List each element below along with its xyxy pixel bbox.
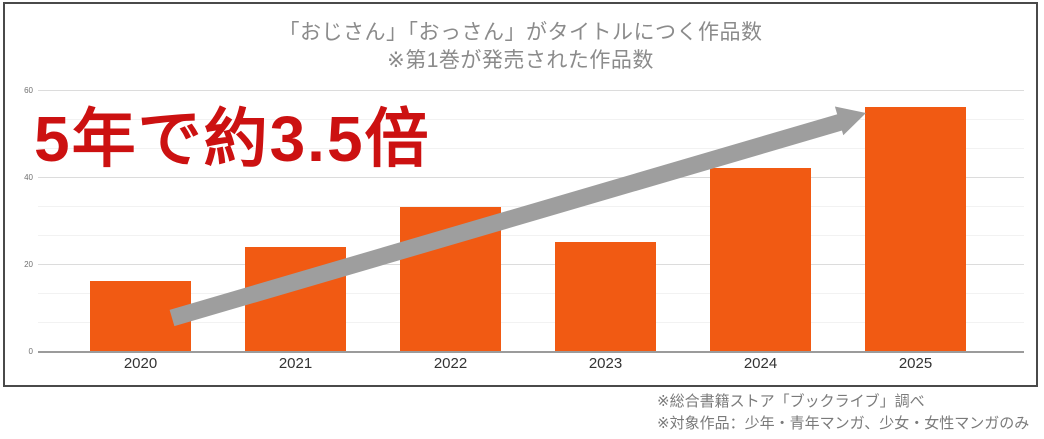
x-axis-label-2025: 2025 [898,355,933,372]
x-axis-line [38,351,1024,353]
growth-annotation: 5年で約3.5倍 [34,103,431,175]
bar-2025 [865,107,966,351]
x-axis-label-2021: 2021 [278,355,313,372]
y-tick-label: 40 [24,173,33,182]
source-note-line2: ※対象作品：少年・青年マンガ、少女・女性マンガのみ [657,415,1030,432]
x-axis-label-2024: 2024 [743,355,778,372]
y-tick-label: 20 [24,260,33,269]
x-axis-label-2023: 2023 [588,355,623,372]
y-tick-label: 60 [24,86,33,95]
major-gridline [38,90,1024,91]
bar-2022 [400,207,501,351]
x-axis-label-2022: 2022 [433,355,468,372]
source-note-line1: ※総合書籍ストア「ブックライブ」調べ [657,393,925,410]
chart-title-line1: 「おじさん」「おっさん」がタイトルにつく作品数 [278,21,763,44]
bar-2023 [555,242,656,351]
bar-2020 [90,281,191,351]
bar-2024 [710,168,811,351]
x-axis-label-2020: 2020 [123,355,158,372]
source-notes: ※総合書籍ストア「ブックライブ」調べ ※対象作品：少年・青年マンガ、少女・女性マ… [657,391,1029,435]
bar-2021 [245,246,346,351]
y-tick-label: 0 [28,347,33,356]
chart-frame: 「おじさん」「おっさん」がタイトルにつく作品数 ※第1巻が発売された作品数 0 2… [3,2,1038,387]
chart-title-line2: ※第1巻が発売された作品数 [387,49,654,72]
chart-title: 「おじさん」「おっさん」がタイトルにつく作品数 ※第1巻が発売された作品数 [5,19,1036,75]
